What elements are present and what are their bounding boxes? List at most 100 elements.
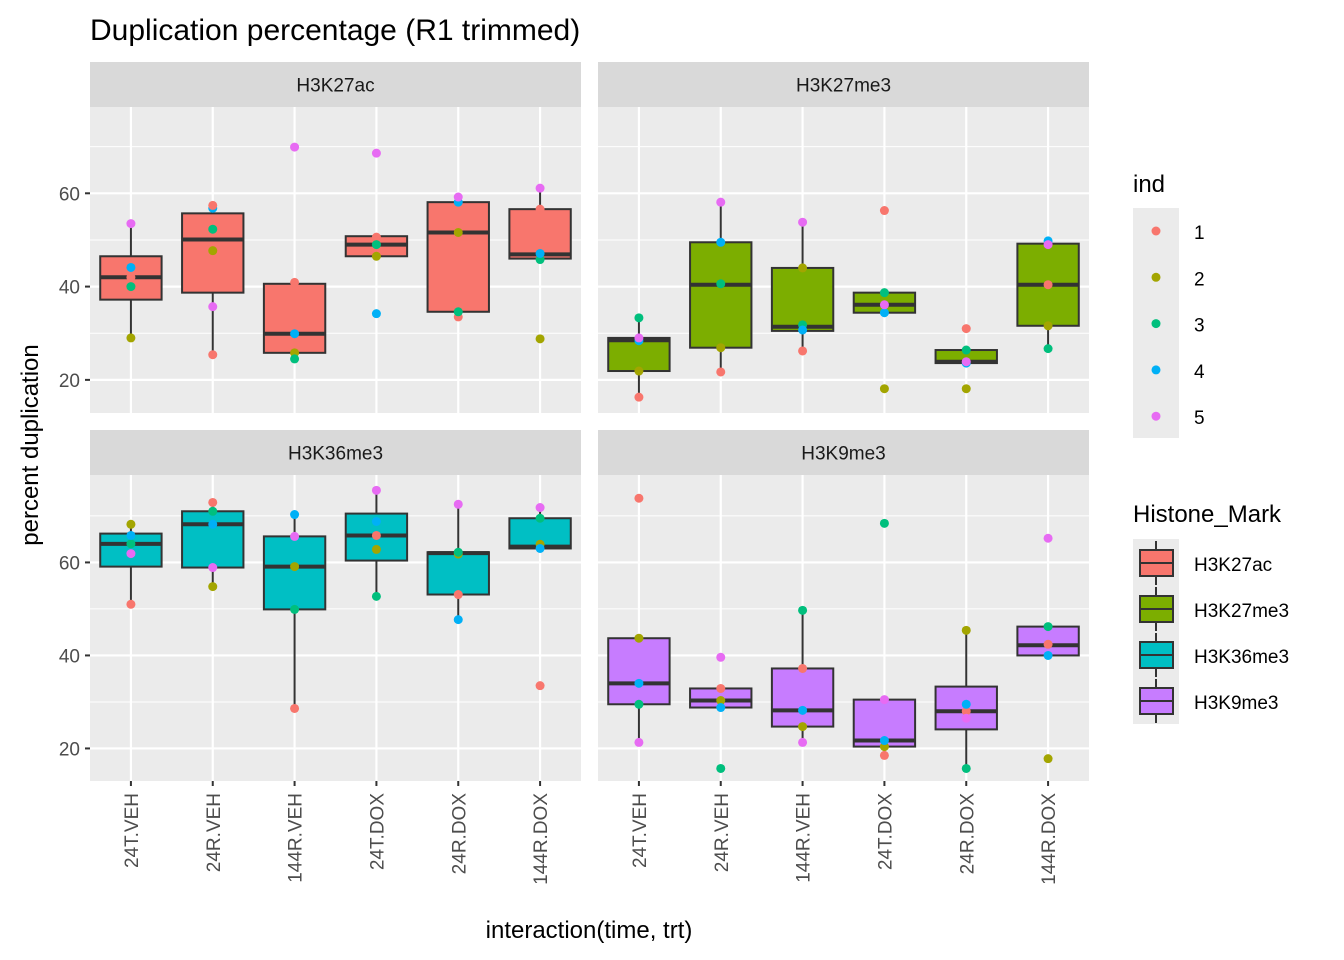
data-point-ind-2	[208, 582, 218, 592]
panel-background	[598, 107, 1089, 413]
legend-key-h3k27me3	[1139, 587, 1174, 631]
legend-label-ind-1: 1	[1194, 223, 1205, 244]
boxplot-144r-dox	[508, 503, 572, 691]
data-point-ind-1	[879, 206, 889, 216]
data-point-ind-1	[371, 530, 381, 540]
legend-label-ind-2: 2	[1194, 269, 1205, 290]
data-point-ind-4	[126, 262, 136, 272]
legend-key-h3k9me3	[1139, 679, 1174, 723]
data-point-ind-4	[453, 615, 463, 625]
data-point-ind-4	[126, 530, 136, 540]
data-point-ind-2	[535, 334, 545, 344]
data-point-ind-5	[371, 485, 381, 495]
boxplot-24t-veh	[99, 519, 163, 609]
data-point-ind-3	[798, 605, 808, 615]
chart-title: Duplication percentage (R1 trimmed)	[90, 14, 580, 47]
legend-layer: ind 1 2 3 4 5 Histone_Mark H3K27ac H3K27me3 H3K36…	[1133, 171, 1289, 724]
data-point-ind-3	[535, 513, 545, 523]
data-point-ind-1	[208, 200, 218, 210]
data-point-ind-5	[961, 357, 971, 367]
boxplot-24t-dox	[852, 518, 917, 760]
x-tick-label: 24T.DOX	[875, 793, 896, 870]
facet-strip	[598, 430, 1089, 475]
data-point-ind-2	[798, 722, 808, 732]
data-point-ind-2	[1043, 321, 1053, 331]
box-iqr	[181, 510, 245, 569]
boxplot-24r-veh	[689, 197, 753, 377]
data-point-ind-2	[879, 384, 889, 394]
x-tick-label: 24T.VEH	[122, 793, 143, 868]
legend-title-histone-mark: Histone_Mark	[1133, 501, 1282, 528]
boxplot-144r-veh	[262, 510, 327, 713]
data-point-ind-2	[716, 343, 726, 353]
data-point-ind-4	[208, 519, 218, 529]
data-point-ind-4	[961, 699, 971, 709]
panel-background	[598, 475, 1089, 781]
data-point-ind-2	[126, 519, 136, 529]
boxplot-24r-veh	[181, 497, 245, 592]
data-point-ind-1	[371, 232, 381, 242]
data-point-ind-5	[453, 192, 463, 202]
x-tick-label: 144R.VEH	[794, 793, 815, 883]
data-point-ind-3	[290, 354, 300, 364]
legend-key-h3k36me3	[1139, 633, 1174, 677]
data-point-ind-4	[535, 543, 545, 553]
legend-title-ind: ind	[1133, 171, 1165, 198]
x-tick-label: 144R.DOX	[531, 793, 552, 885]
legend-label-h3k27me3: H3K27me3	[1194, 601, 1289, 622]
data-point-ind-2	[634, 366, 644, 376]
data-point-ind-2	[453, 227, 463, 237]
data-point-ind-3	[961, 763, 971, 773]
legend-key-ind-5	[1151, 411, 1161, 421]
boxplot-144r-veh	[262, 142, 327, 364]
data-point-ind-3	[634, 699, 644, 709]
facet-strip-label: H3K27ac	[296, 76, 374, 97]
data-point-ind-4	[716, 237, 726, 247]
boxplot-144r-dox	[1016, 533, 1080, 764]
legend-label-ind-4: 4	[1194, 362, 1205, 383]
data-point-ind-4	[371, 309, 381, 319]
y-tick-label: 60	[59, 184, 80, 205]
data-point-ind-3	[716, 763, 726, 773]
data-point-ind-1	[126, 599, 136, 609]
panels-layer: H3K27ac 20 40 60 H3K27me3 H3K36me3 20 40 60 24T.V…	[59, 62, 1089, 885]
boxplot-144r-dox	[1016, 236, 1080, 354]
boxplot-24t-veh	[607, 313, 671, 402]
data-point-ind-5	[208, 563, 218, 573]
data-point-ind-5	[879, 695, 889, 705]
data-point-ind-1	[961, 706, 971, 716]
data-point-ind-3	[879, 288, 889, 298]
data-point-ind-3	[126, 539, 136, 549]
data-point-ind-5	[290, 142, 300, 152]
legend-label-h3k36me3: H3K36me3	[1194, 647, 1289, 668]
box-iqr	[607, 637, 671, 706]
data-point-ind-1	[634, 493, 644, 503]
facet-strip-label: H3K9me3	[801, 444, 886, 465]
data-point-ind-3	[453, 307, 463, 317]
facet-strip	[90, 430, 581, 475]
box-iqr	[770, 667, 835, 728]
data-point-ind-1	[290, 703, 300, 713]
data-point-ind-1	[535, 681, 545, 691]
boxplot-24r-dox	[934, 625, 998, 773]
data-point-ind-5	[290, 531, 300, 541]
legend-key-ind-1	[1151, 226, 1161, 236]
data-point-ind-1	[1043, 280, 1053, 290]
data-point-ind-2	[961, 384, 971, 394]
data-point-ind-3	[371, 591, 381, 601]
data-point-ind-3	[126, 282, 136, 292]
data-point-ind-4	[716, 703, 726, 713]
data-point-ind-4	[290, 329, 300, 339]
x-tick-label: 24R.DOX	[449, 793, 470, 875]
boxplot-24t-veh	[607, 493, 671, 747]
x-tick-label: 24R.VEH	[712, 793, 733, 872]
data-point-ind-5	[453, 499, 463, 509]
data-point-ind-1	[716, 367, 726, 377]
boxplot-24t-veh	[99, 219, 163, 343]
data-point-ind-5	[879, 300, 889, 310]
data-point-ind-1	[634, 392, 644, 402]
legend-key-ind-4	[1151, 365, 1161, 375]
facet-panel-h3k36me3: H3K36me3 20 40 60 24T.VEH 24R.VEH 144R.VEH 24T.…	[59, 430, 581, 885]
data-point-ind-2	[371, 251, 381, 261]
data-point-ind-5	[961, 713, 971, 723]
